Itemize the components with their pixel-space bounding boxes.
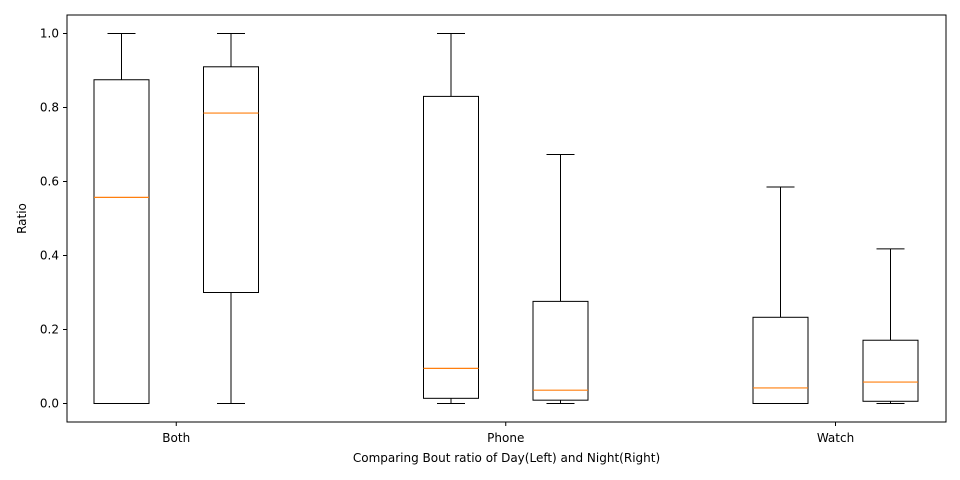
box-both-day bbox=[93, 33, 150, 404]
y-tick-label: 1.0 bbox=[40, 27, 59, 41]
x-tick-label: Watch bbox=[817, 431, 854, 445]
plot-area-frame bbox=[66, 14, 947, 423]
x-axis-label: Comparing Bout ratio of Day(Left) and Ni… bbox=[353, 451, 660, 465]
box-phone-night bbox=[532, 153, 589, 404]
box-iqr bbox=[203, 66, 259, 293]
box-iqr bbox=[93, 79, 150, 404]
y-tick-label: 0.2 bbox=[40, 323, 59, 337]
box-iqr bbox=[752, 316, 809, 405]
box-iqr bbox=[423, 95, 479, 399]
x-tick-label: Phone bbox=[487, 431, 524, 445]
y-tick-label: 0.8 bbox=[40, 101, 59, 115]
box-both-night bbox=[203, 33, 259, 404]
y-axis-label: Ratio bbox=[15, 203, 29, 234]
y-tick-label: 0.4 bbox=[40, 249, 59, 263]
box-iqr bbox=[862, 339, 919, 402]
box-plot-marks bbox=[93, 33, 919, 405]
x-axis: Both Phone Watch bbox=[162, 422, 854, 445]
box-watch-night bbox=[862, 248, 919, 404]
box-phone-day bbox=[423, 33, 479, 404]
box-watch-day bbox=[752, 186, 809, 405]
x-tick-label: Both bbox=[162, 431, 190, 445]
y-tick-label: 0.0 bbox=[40, 397, 59, 411]
y-tick-label: 0.6 bbox=[40, 175, 59, 189]
y-axis: 0.0 0.2 0.4 0.6 0.8 1.0 bbox=[40, 27, 67, 411]
box-iqr bbox=[532, 300, 589, 401]
